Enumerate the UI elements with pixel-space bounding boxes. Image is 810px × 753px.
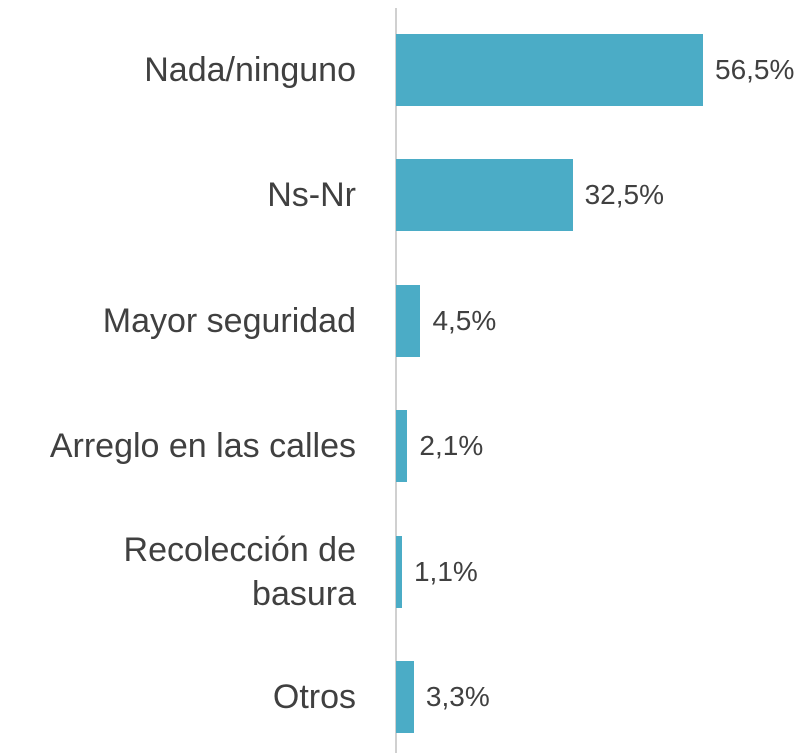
value-label: 3,3% <box>425 681 490 712</box>
value-label: 2,1% <box>419 430 484 462</box>
value-label: 1,1% <box>413 555 478 587</box>
bar <box>396 661 414 733</box>
category-label: Arreglo en las calles <box>49 427 356 466</box>
category-label: Mayor seguridad <box>102 301 356 340</box>
value-label: 4,5% <box>432 304 497 336</box>
category-label: Recolección de basura <box>123 530 356 613</box>
axis-line <box>395 8 397 753</box>
value-label: 32,5% <box>584 179 664 211</box>
bar <box>396 159 573 232</box>
value-label: 56,5% <box>715 54 795 85</box>
bar <box>396 410 408 483</box>
bar <box>396 34 703 106</box>
category-label: Ns-Nr <box>267 176 356 215</box>
bar <box>396 535 402 608</box>
category-label: Nada/ninguno <box>144 51 356 89</box>
bar <box>396 284 421 357</box>
category-label: Otros <box>272 678 356 716</box>
